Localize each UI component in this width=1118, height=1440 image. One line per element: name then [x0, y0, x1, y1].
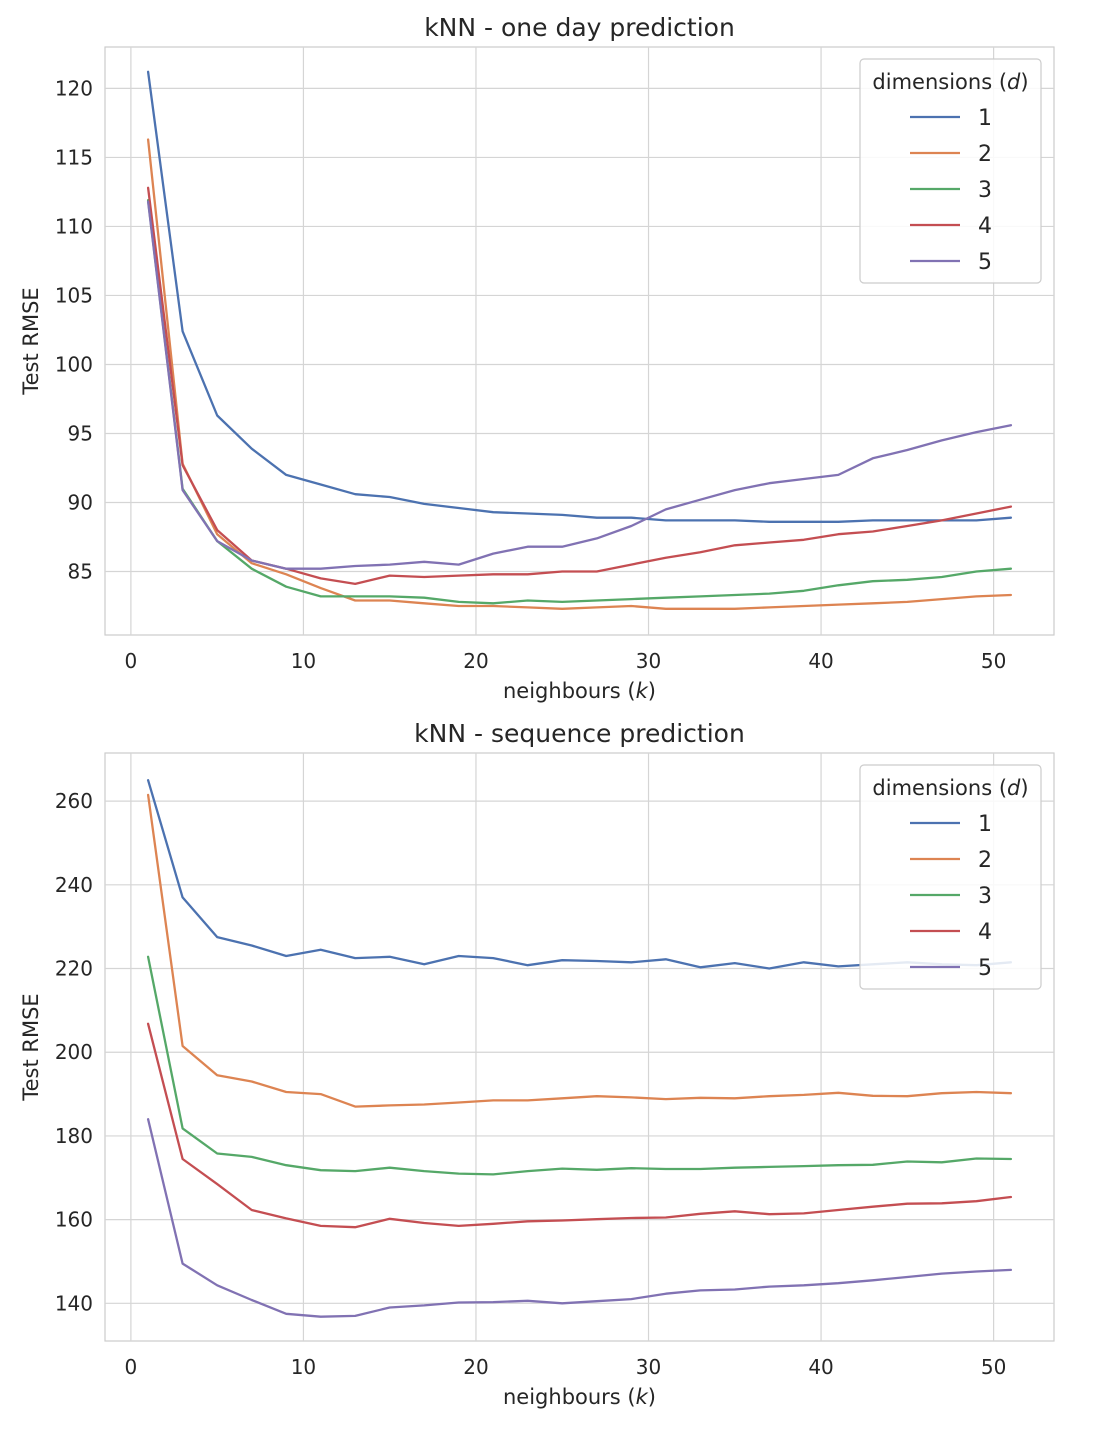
legend-title-suffix: ) [1020, 70, 1028, 94]
y-axis-label: Test RMSE [19, 993, 43, 1101]
x-tick-label: 40 [808, 1355, 833, 1379]
legend-title: dimensions (d) [872, 70, 1028, 94]
series-line-1 [146, 70, 1013, 523]
x-axis-label-symbol: k [636, 679, 649, 703]
legend-label: 1 [978, 812, 992, 837]
chart-title: kNN - one day prediction [424, 13, 735, 42]
legend-title-symbol: d [1007, 776, 1021, 800]
legend: dimensions (d) 1 2 3 4 5 [859, 58, 1042, 284]
y-tick-label: 115 [55, 145, 93, 169]
y-tick-label: 220 [55, 957, 93, 981]
legend-label: 5 [978, 250, 992, 275]
y-axis-label: Test RMSE [19, 287, 43, 395]
legend-title-prefix: dimensions ( [872, 776, 1007, 800]
y-tick-label: 140 [55, 1291, 93, 1315]
legend-label: 2 [978, 848, 992, 873]
legend: dimensions (d) 1 2 3 4 5 [859, 764, 1042, 990]
x-axis-label-symbol: k [636, 1385, 649, 1409]
y-tick-label: 120 [55, 76, 93, 100]
series-line-5 [146, 1118, 1013, 1318]
x-axis-label-prefix: neighbours ( [503, 1385, 636, 1409]
series-line-3 [146, 955, 1013, 1176]
x-axis-label-suffix: ) [648, 1385, 656, 1409]
x-tick-label: 30 [636, 649, 661, 673]
series-line-2 [146, 138, 1013, 610]
y-tick-label: 90 [68, 490, 93, 514]
series-line-2 [146, 793, 1013, 1108]
x-tick-label: 20 [463, 1355, 488, 1379]
x-tick-label: 30 [636, 1355, 661, 1379]
legend-label: 4 [978, 920, 992, 945]
legend-title: dimensions (d) [872, 776, 1028, 800]
legend-box [859, 764, 1042, 990]
x-tick-label: 10 [291, 1355, 316, 1379]
y-tick-label: 85 [68, 560, 93, 584]
y-tick-label: 95 [68, 421, 93, 445]
x-axis-label: neighbours (k) [503, 1385, 656, 1409]
y-tick-label: 240 [55, 873, 93, 897]
x-tick-label: 40 [808, 649, 833, 673]
y-tick-label: 110 [55, 214, 93, 238]
series-line-4 [146, 1022, 1013, 1229]
chart-title: kNN - sequence prediction [414, 719, 745, 748]
series-line-5 [146, 200, 1013, 570]
legend-label: 5 [978, 956, 992, 981]
legend-title-suffix: ) [1020, 776, 1028, 800]
x-tick-label: 10 [291, 649, 316, 673]
y-tick-label: 180 [55, 1124, 93, 1148]
series-line-4 [146, 186, 1013, 586]
x-tick-label: 50 [981, 649, 1006, 673]
y-tick-label: 200 [55, 1040, 93, 1064]
legend-label: 3 [978, 178, 992, 203]
legend-label: 4 [978, 214, 992, 239]
series-line-3 [146, 199, 1013, 605]
x-tick-label: 50 [981, 1355, 1006, 1379]
legend-label: 2 [978, 142, 992, 167]
x-axis-label-suffix: ) [648, 679, 656, 703]
y-tick-label: 260 [55, 789, 93, 813]
x-tick-label: 20 [463, 649, 488, 673]
y-tick-label: 160 [55, 1208, 93, 1232]
y-tick-label: 100 [55, 352, 93, 376]
x-tick-label: 0 [125, 649, 138, 673]
x-tick-label: 0 [125, 1355, 138, 1379]
chart-1: 0 10 20 30 40 50 85 90 95 100 105 110 115 120 kNN - on… [19, 13, 1055, 703]
legend-box [859, 58, 1042, 284]
legend-label: 1 [978, 106, 992, 131]
x-axis-label-prefix: neighbours ( [503, 679, 636, 703]
chart-2: 0 10 20 30 40 50 140 160 180 200 220 240 260 kNN - se… [19, 719, 1055, 1409]
x-axis-label: neighbours (k) [503, 679, 656, 703]
legend-title-prefix: dimensions ( [872, 70, 1007, 94]
y-tick-label: 105 [55, 283, 93, 307]
legend-label: 3 [978, 884, 992, 909]
legend-title-symbol: d [1007, 70, 1021, 94]
